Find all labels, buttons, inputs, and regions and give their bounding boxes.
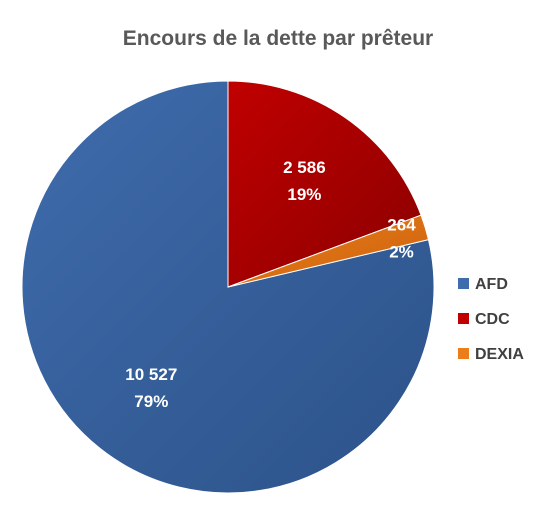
slice-percent-label-dexia: 2%	[389, 242, 414, 261]
slice-percent-label-afd: 79%	[134, 392, 168, 411]
legend: AFD CDC DEXIA	[458, 276, 524, 363]
legend-swatch-dexia	[458, 348, 469, 359]
slice-value-label-cdc: 2 586	[283, 158, 326, 177]
chart-title: Encours de la dette par prêteur	[123, 27, 433, 50]
legend-swatch-afd	[458, 278, 469, 289]
slice-labels: 10 527 79% 2 586 19% 264 2%	[125, 158, 416, 411]
legend-label-cdc: CDC	[475, 311, 510, 328]
legend-swatch-cdc	[458, 313, 469, 324]
pie-slice-cdc	[227, 80, 422, 288]
pie-slice-dexia	[227, 214, 430, 288]
pie-slices	[21, 80, 435, 494]
legend-label-afd: AFD	[475, 276, 508, 293]
slice-percent-label-cdc: 19%	[287, 185, 321, 204]
slice-value-label-dexia: 264	[387, 215, 416, 234]
pie-slice-afd	[21, 80, 435, 494]
legend-label-dexia: DEXIA	[475, 346, 524, 363]
slice-value-label-afd: 10 527	[125, 365, 177, 384]
